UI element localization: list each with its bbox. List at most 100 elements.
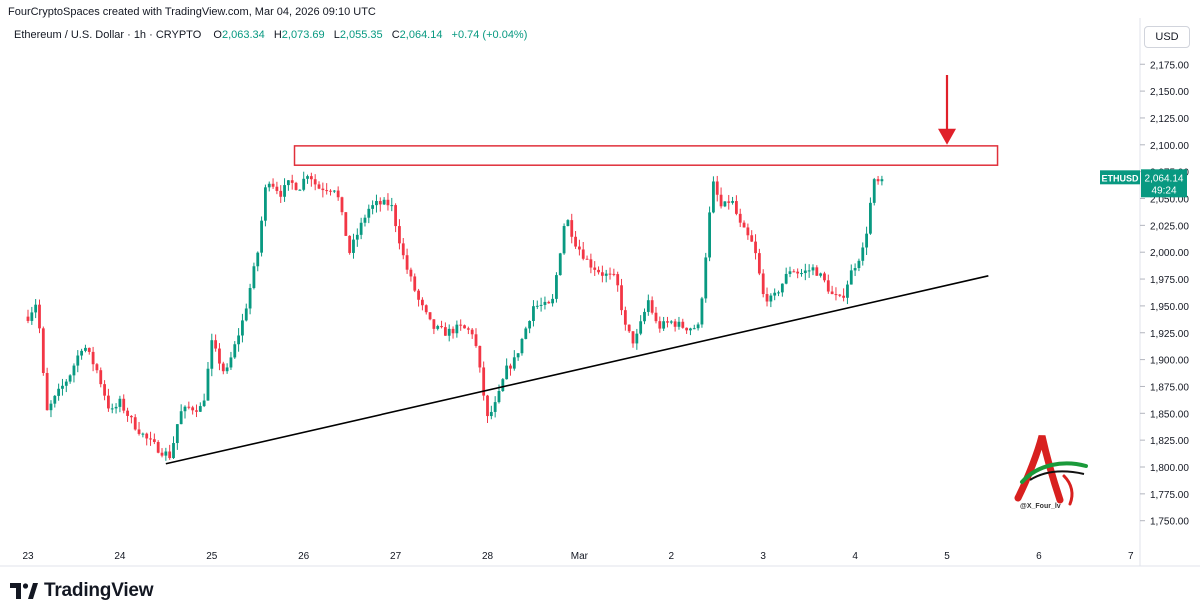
- candle-body: [742, 222, 746, 228]
- candle-body: [604, 273, 608, 276]
- change-value: +0.74 (+0.04%): [451, 29, 528, 41]
- candle-body: [520, 338, 524, 354]
- candle-body: [137, 429, 141, 434]
- candle-body: [394, 205, 397, 227]
- candle-body: [616, 274, 620, 286]
- currency-button[interactable]: USD: [1144, 26, 1190, 48]
- candle-body: [405, 255, 409, 270]
- candle-body: [620, 285, 623, 311]
- candle-body: [807, 270, 811, 272]
- candle-body: [842, 295, 846, 298]
- high-label: H: [273, 29, 282, 41]
- candle-body: [826, 280, 830, 292]
- candle-body: [478, 345, 482, 368]
- candle-body: [738, 213, 742, 223]
- y-tick-label: 2,150.00: [1150, 87, 1189, 98]
- candle-body: [413, 276, 417, 291]
- candle-body: [241, 320, 244, 336]
- close-value: 2,064.14: [399, 29, 443, 41]
- y-tick-label: 1,850.00: [1150, 409, 1189, 420]
- candle-body: [539, 304, 543, 306]
- time-axis[interactable]: 23 24 25 26 27 28 Mar 2 3 4 5 6 7: [22, 551, 1134, 562]
- candle-body: [302, 178, 306, 190]
- candle-body: [849, 270, 853, 285]
- candle-body: [290, 180, 294, 183]
- candle-body: [784, 273, 788, 284]
- candle-body: [505, 365, 509, 380]
- candle-body: [118, 398, 122, 407]
- x-tick-label: Mar: [571, 551, 589, 562]
- candle-body: [643, 311, 646, 322]
- candle-body: [133, 417, 137, 430]
- candle-body: [846, 284, 849, 298]
- candle-body: [650, 300, 654, 313]
- candle-body: [692, 328, 696, 330]
- candle-body: [880, 179, 884, 182]
- candle-body: [64, 381, 68, 386]
- candle-body: [214, 340, 218, 349]
- price-tag-bg: [1141, 169, 1187, 198]
- candle-body: [857, 260, 861, 269]
- candle-body: [466, 328, 470, 330]
- candle-body: [122, 398, 126, 411]
- candle-body: [68, 375, 72, 382]
- candle-body: [409, 269, 413, 277]
- currency-label: USD: [1155, 31, 1179, 43]
- candle-body: [470, 329, 474, 335]
- candle-body: [386, 199, 390, 206]
- candle-body: [175, 424, 179, 444]
- candle-body: [532, 306, 535, 322]
- candle-body: [869, 202, 872, 234]
- price-tag-symbol: ETHUSD: [1101, 173, 1139, 183]
- candle-body: [639, 321, 643, 334]
- y-tick-label: 1,800.00: [1150, 463, 1189, 474]
- candle-body: [398, 226, 401, 244]
- candle-body: [95, 364, 99, 371]
- candle-body: [708, 212, 711, 258]
- candle-body: [757, 253, 761, 274]
- candle-body: [623, 310, 627, 325]
- tradingview-logo[interactable]: TradingView: [10, 580, 154, 602]
- price-tag-countdown: 49:24: [1151, 185, 1176, 196]
- candle-body: [528, 321, 532, 329]
- candle-body: [830, 291, 834, 295]
- candle-body: [168, 451, 172, 459]
- symbol-name[interactable]: Ethereum / U.S. Dollar · 1h · CRYPTO: [14, 29, 202, 41]
- candle-body: [114, 406, 118, 409]
- candle-body: [773, 292, 777, 296]
- candle-body: [451, 328, 455, 334]
- candle-body: [183, 406, 187, 412]
- candle-body: [723, 201, 727, 207]
- y-tick-label: 2,025.00: [1150, 221, 1189, 232]
- x-tick-label: 23: [22, 551, 34, 562]
- candle-body: [421, 299, 424, 306]
- support-trendline: [165, 275, 989, 465]
- y-tick-label: 2,000.00: [1150, 248, 1189, 259]
- candle-body: [853, 268, 857, 271]
- candle-body: [156, 442, 160, 453]
- candle-body: [129, 415, 133, 418]
- y-tick-label: 1,925.00: [1150, 329, 1189, 340]
- price-axis[interactable]: 1,750.00 1,775.00 1,800.00 1,825.00 1,850.00…: [1140, 60, 1189, 528]
- candle-body: [256, 252, 260, 267]
- candle-body: [110, 408, 114, 410]
- open-value: 2,063.34: [221, 29, 265, 41]
- candle-body: [803, 270, 807, 274]
- candle-body: [524, 328, 528, 339]
- y-tick-label: 1,975.00: [1150, 275, 1189, 286]
- candle-body: [436, 326, 440, 329]
- candle-body: [566, 220, 570, 227]
- candle-body: [187, 406, 191, 408]
- candle-body: [800, 273, 803, 275]
- candle-body: [61, 385, 64, 389]
- candle-body: [53, 395, 57, 404]
- candle-body: [501, 379, 505, 392]
- candle-body: [221, 363, 225, 372]
- candle-body: [551, 298, 554, 304]
- candle-body: [252, 266, 256, 289]
- candle-body: [375, 201, 378, 206]
- candle-body: [765, 294, 769, 302]
- candle-body: [673, 321, 677, 327]
- candle-body: [731, 201, 734, 203]
